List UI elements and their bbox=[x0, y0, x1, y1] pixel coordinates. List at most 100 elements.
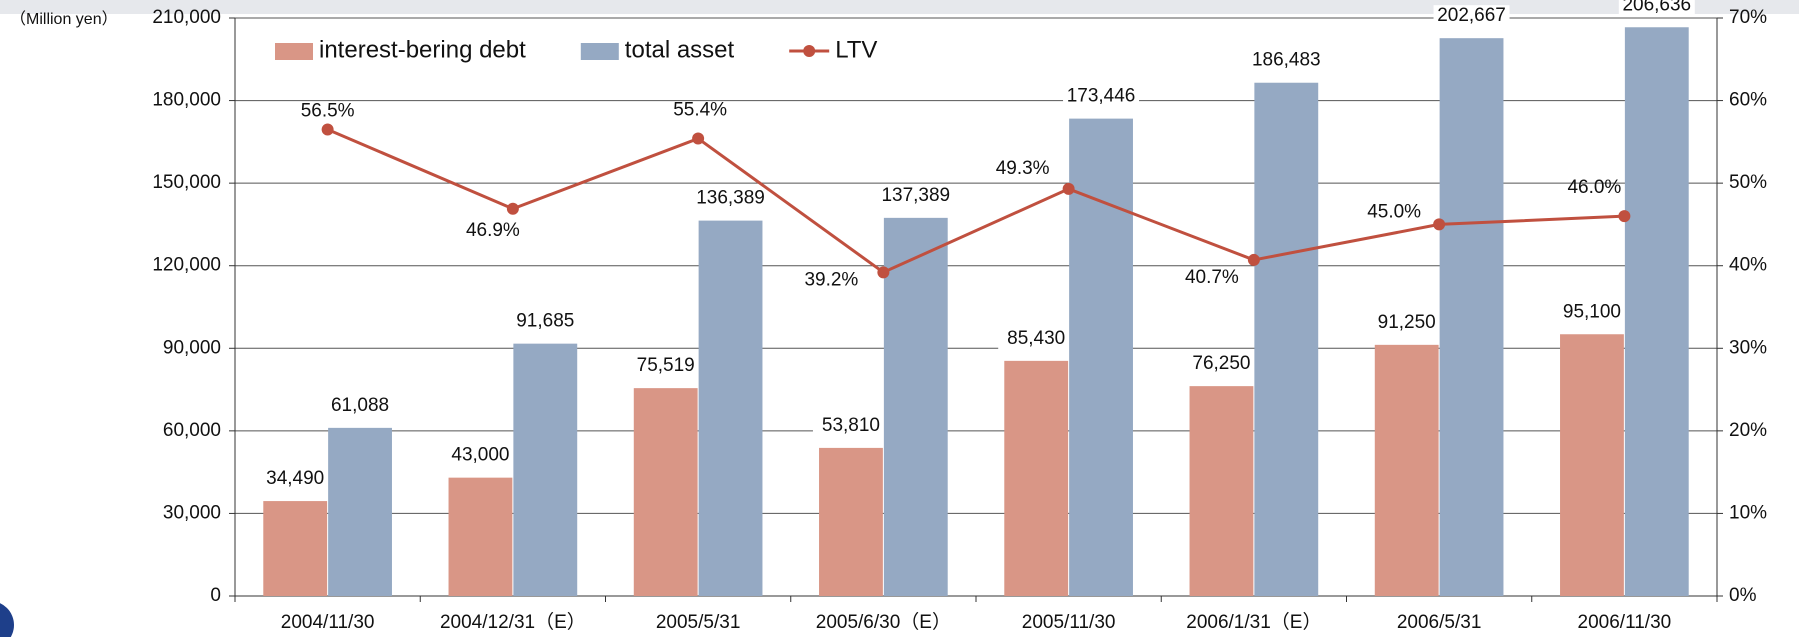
bar bbox=[1374, 344, 1439, 596]
label-bg bbox=[1368, 311, 1445, 334]
value-label: 46.0% bbox=[1567, 177, 1621, 198]
legend-swatch bbox=[580, 43, 619, 60]
legend-marker bbox=[803, 45, 816, 57]
value-label: 40.7% bbox=[1185, 267, 1239, 288]
legend-label: LTV bbox=[835, 36, 877, 63]
value-label: 39.2% bbox=[804, 269, 858, 290]
label-bg bbox=[627, 355, 704, 378]
marker bbox=[692, 132, 705, 145]
bar bbox=[819, 447, 883, 596]
label-bg bbox=[1248, 49, 1325, 72]
y2-tick-label: 10% bbox=[1729, 502, 1767, 523]
value-label: 45.0% bbox=[1367, 201, 1421, 222]
value-label: 202,667 bbox=[1437, 5, 1506, 26]
marker bbox=[1247, 253, 1260, 266]
label-bg bbox=[692, 187, 769, 210]
x-tick-label: 2005/11/30 bbox=[1022, 612, 1116, 633]
bar bbox=[698, 220, 763, 596]
marker bbox=[506, 202, 519, 215]
bar bbox=[1004, 360, 1069, 596]
label-bg bbox=[507, 310, 584, 333]
bar bbox=[448, 477, 513, 596]
value-label: 206,636 bbox=[1622, 0, 1691, 15]
bar bbox=[1189, 386, 1254, 596]
y2-tick-label: 0% bbox=[1729, 585, 1757, 606]
label-bg bbox=[812, 414, 889, 437]
value-label: 61,088 bbox=[331, 395, 389, 416]
y2-tick-label: 40% bbox=[1729, 255, 1767, 276]
value-label: 137,389 bbox=[881, 185, 950, 206]
x-tick-label: 2004/11/30 bbox=[281, 612, 375, 633]
bar bbox=[883, 217, 948, 596]
x-tick-label: 2006/11/30 bbox=[1578, 612, 1672, 633]
value-label: 76,250 bbox=[1192, 353, 1250, 374]
value-label: 75,519 bbox=[637, 355, 695, 376]
y-tick-label: 150,000 bbox=[152, 172, 221, 193]
value-label: 46.9% bbox=[466, 220, 520, 241]
value-label: 91,250 bbox=[1378, 312, 1436, 333]
marker bbox=[877, 266, 890, 279]
label-bg bbox=[257, 468, 334, 491]
value-label: 85,430 bbox=[1007, 328, 1065, 349]
value-label: 43,000 bbox=[451, 445, 509, 466]
y-tick-label: 30,000 bbox=[163, 502, 221, 523]
label-bg bbox=[1433, 5, 1510, 28]
bar bbox=[263, 501, 328, 596]
y-tick-label: 90,000 bbox=[163, 337, 221, 358]
legend-label: total asset bbox=[625, 36, 735, 63]
value-label: 34,490 bbox=[266, 468, 324, 489]
legend-swatch bbox=[275, 43, 313, 60]
label-bg bbox=[322, 394, 399, 417]
bar bbox=[1069, 118, 1133, 596]
x-tick-label: 2006/5/31 bbox=[1397, 612, 1482, 633]
top-band bbox=[0, 0, 1799, 14]
label-bg bbox=[877, 184, 954, 207]
marker bbox=[1618, 210, 1631, 223]
value-label: 95,100 bbox=[1563, 301, 1621, 322]
value-label: 53,810 bbox=[822, 415, 880, 436]
value-label: 173,446 bbox=[1067, 86, 1136, 107]
line bbox=[327, 128, 1625, 275]
bar bbox=[1624, 27, 1689, 596]
y-axis-label: （Million yen） bbox=[10, 10, 118, 28]
y-tick-label: 0 bbox=[210, 585, 221, 606]
bar bbox=[1439, 38, 1504, 596]
bar bbox=[513, 343, 578, 596]
label-bg bbox=[1618, 0, 1695, 17]
value-label: 91,685 bbox=[516, 311, 574, 332]
value-label: 55.4% bbox=[673, 100, 727, 121]
x-tick-label: 2004/12/31（E） bbox=[440, 611, 586, 633]
x-tick-label: 2005/5/31 bbox=[656, 612, 741, 633]
label-bg bbox=[442, 444, 519, 467]
y-tick-label: 120,000 bbox=[152, 255, 221, 276]
legend-label: interest-bering debt bbox=[319, 36, 526, 63]
bar bbox=[1560, 334, 1624, 596]
marker bbox=[321, 123, 334, 136]
bar bbox=[1254, 82, 1319, 597]
y2-tick-label: 20% bbox=[1729, 420, 1767, 441]
label-bg bbox=[1553, 301, 1630, 324]
label-bg bbox=[998, 327, 1075, 350]
value-label: 56.5% bbox=[301, 100, 355, 121]
bar bbox=[633, 388, 698, 596]
x-tick-label: 2005/6/30（E） bbox=[816, 611, 951, 633]
value-label: 136,389 bbox=[696, 188, 765, 209]
value-label: 186,483 bbox=[1252, 50, 1321, 71]
y2-tick-label: 30% bbox=[1729, 337, 1767, 358]
y2-tick-label: 50% bbox=[1729, 172, 1767, 193]
y-tick-label: 180,000 bbox=[152, 90, 221, 111]
marker bbox=[1062, 182, 1075, 195]
bar bbox=[328, 427, 392, 596]
marker bbox=[1433, 218, 1446, 231]
value-label: 49.3% bbox=[996, 158, 1050, 179]
y-tick-label: 60,000 bbox=[163, 420, 221, 441]
logo-fragment bbox=[0, 603, 14, 637]
y-tick-label: 210,000 bbox=[152, 7, 221, 28]
label-bg bbox=[1183, 353, 1260, 376]
y2-tick-label: 60% bbox=[1729, 90, 1767, 111]
x-tick-label: 2006/1/31（E） bbox=[1186, 611, 1321, 633]
label-bg bbox=[1063, 85, 1140, 108]
y2-tick-label: 70% bbox=[1729, 7, 1767, 28]
